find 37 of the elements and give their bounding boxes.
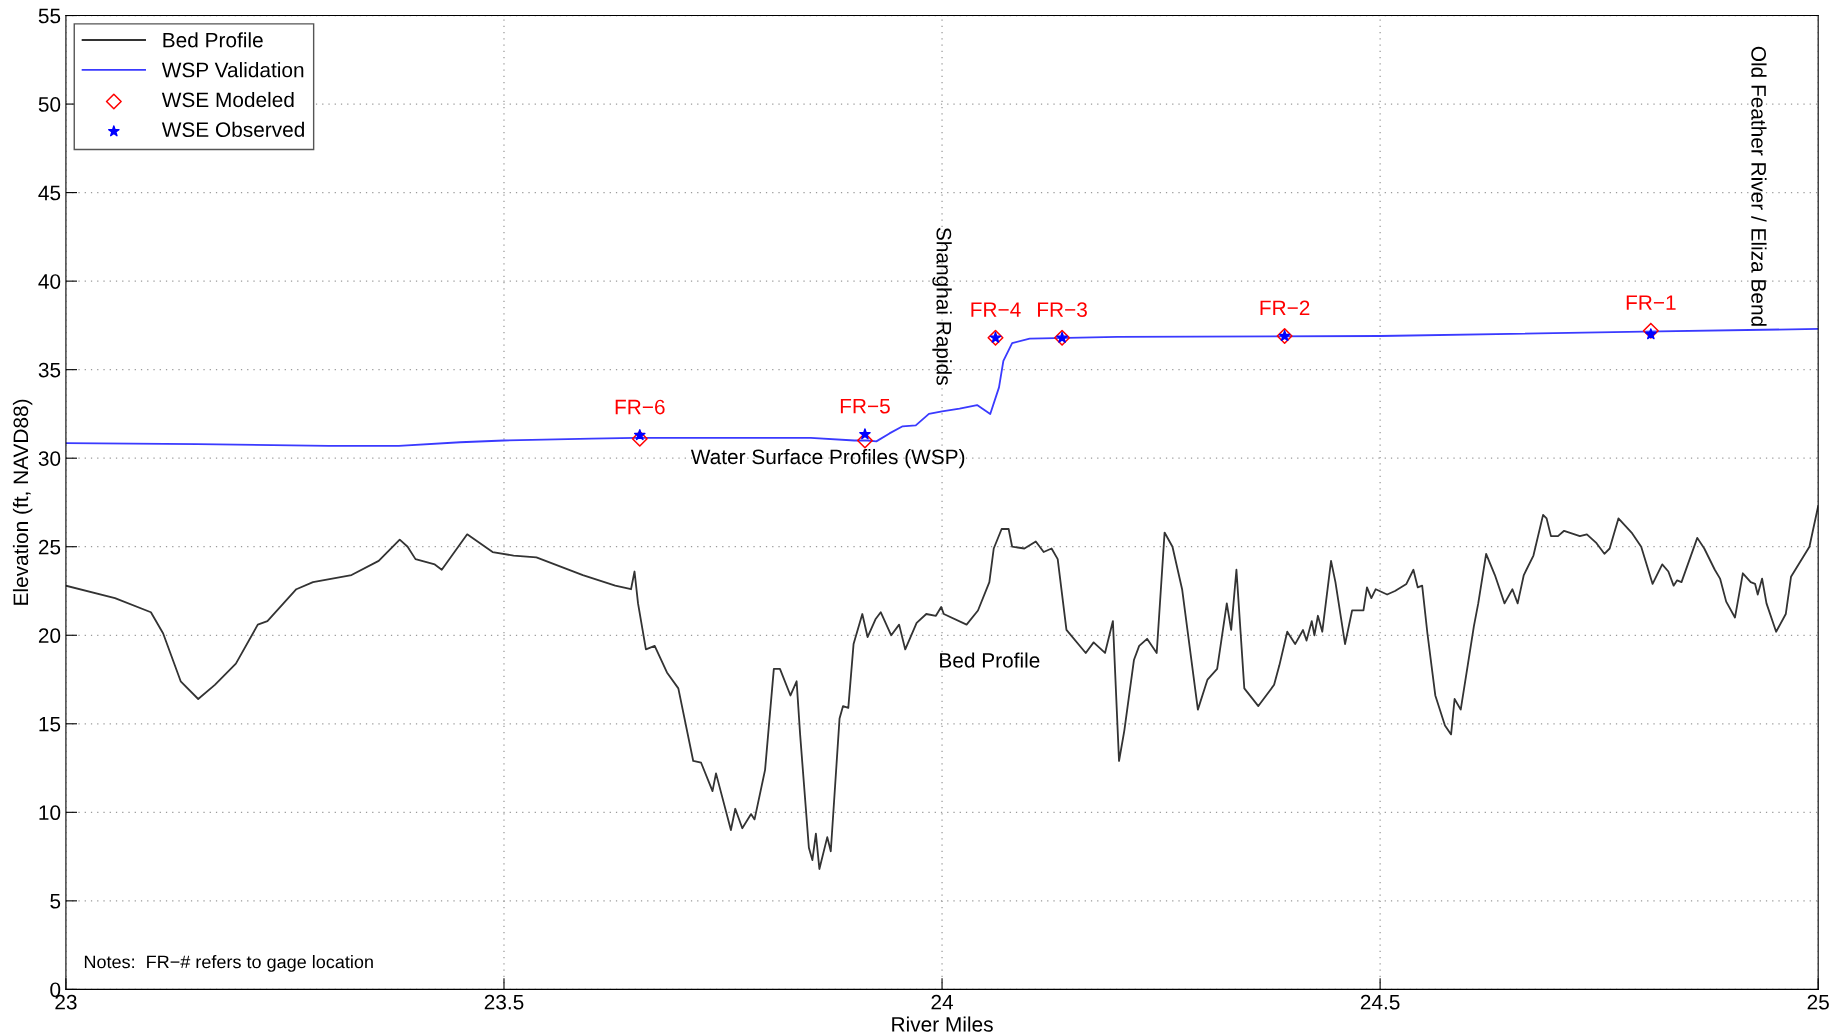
y-tick-label: 30 — [38, 451, 61, 466]
legend-label: WSP Validation — [161, 62, 304, 78]
point — [859, 428, 871, 440]
legend-label: WSE Observed — [161, 121, 304, 138]
annotation: Water Surface Profiles (WSP) — [690, 448, 965, 469]
y-tick-label: 40 — [38, 274, 61, 289]
annotation: Bed Profile — [940, 652, 1040, 668]
y-tick-label: 15 — [39, 717, 61, 732]
x-tick-label: 23.5 — [484, 994, 524, 1010]
point — [631, 430, 648, 447]
annotation: FR−4 — [971, 302, 1021, 317]
annotation: Shanghai Rapids — [932, 227, 952, 385]
y-tick-label: 20 — [38, 628, 61, 644]
line-series — [65, 505, 1819, 870]
y-tick-label: 25 — [38, 539, 61, 555]
annotation: Old Feather River / Eliza Bend — [1751, 46, 1767, 326]
y-tick-label: 50 — [38, 97, 61, 112]
y-axis-title: Elevation (ft, NAVD88) — [12, 399, 33, 605]
y-tick-label: 5 — [50, 894, 61, 909]
annotation: Notes: FR−# refers to gage location — [84, 955, 373, 972]
annotation: FR−3 — [1038, 302, 1087, 318]
legend-label: Bed Profile — [163, 32, 263, 48]
y-tick-label: 35 — [38, 362, 61, 378]
annotation: FR−2 — [1260, 300, 1310, 316]
x-tick-label: 24 — [931, 994, 954, 1010]
x-tick-label: 24.5 — [1360, 994, 1400, 1010]
annotation: FR−6 — [615, 399, 665, 415]
legend-label: WSE Modeled — [161, 91, 294, 108]
y-tick-label: 10 — [39, 805, 61, 821]
annotation: FR−1 — [1626, 295, 1676, 310]
point — [633, 429, 646, 441]
point — [1642, 322, 1659, 339]
x-tick-label: 25 — [1807, 994, 1829, 1010]
y-tick-label: 45 — [38, 185, 61, 201]
annotation: FR−5 — [840, 398, 890, 414]
y-tick-label: 55 — [38, 8, 61, 24]
x-axis-title: River Miles — [892, 1016, 993, 1032]
